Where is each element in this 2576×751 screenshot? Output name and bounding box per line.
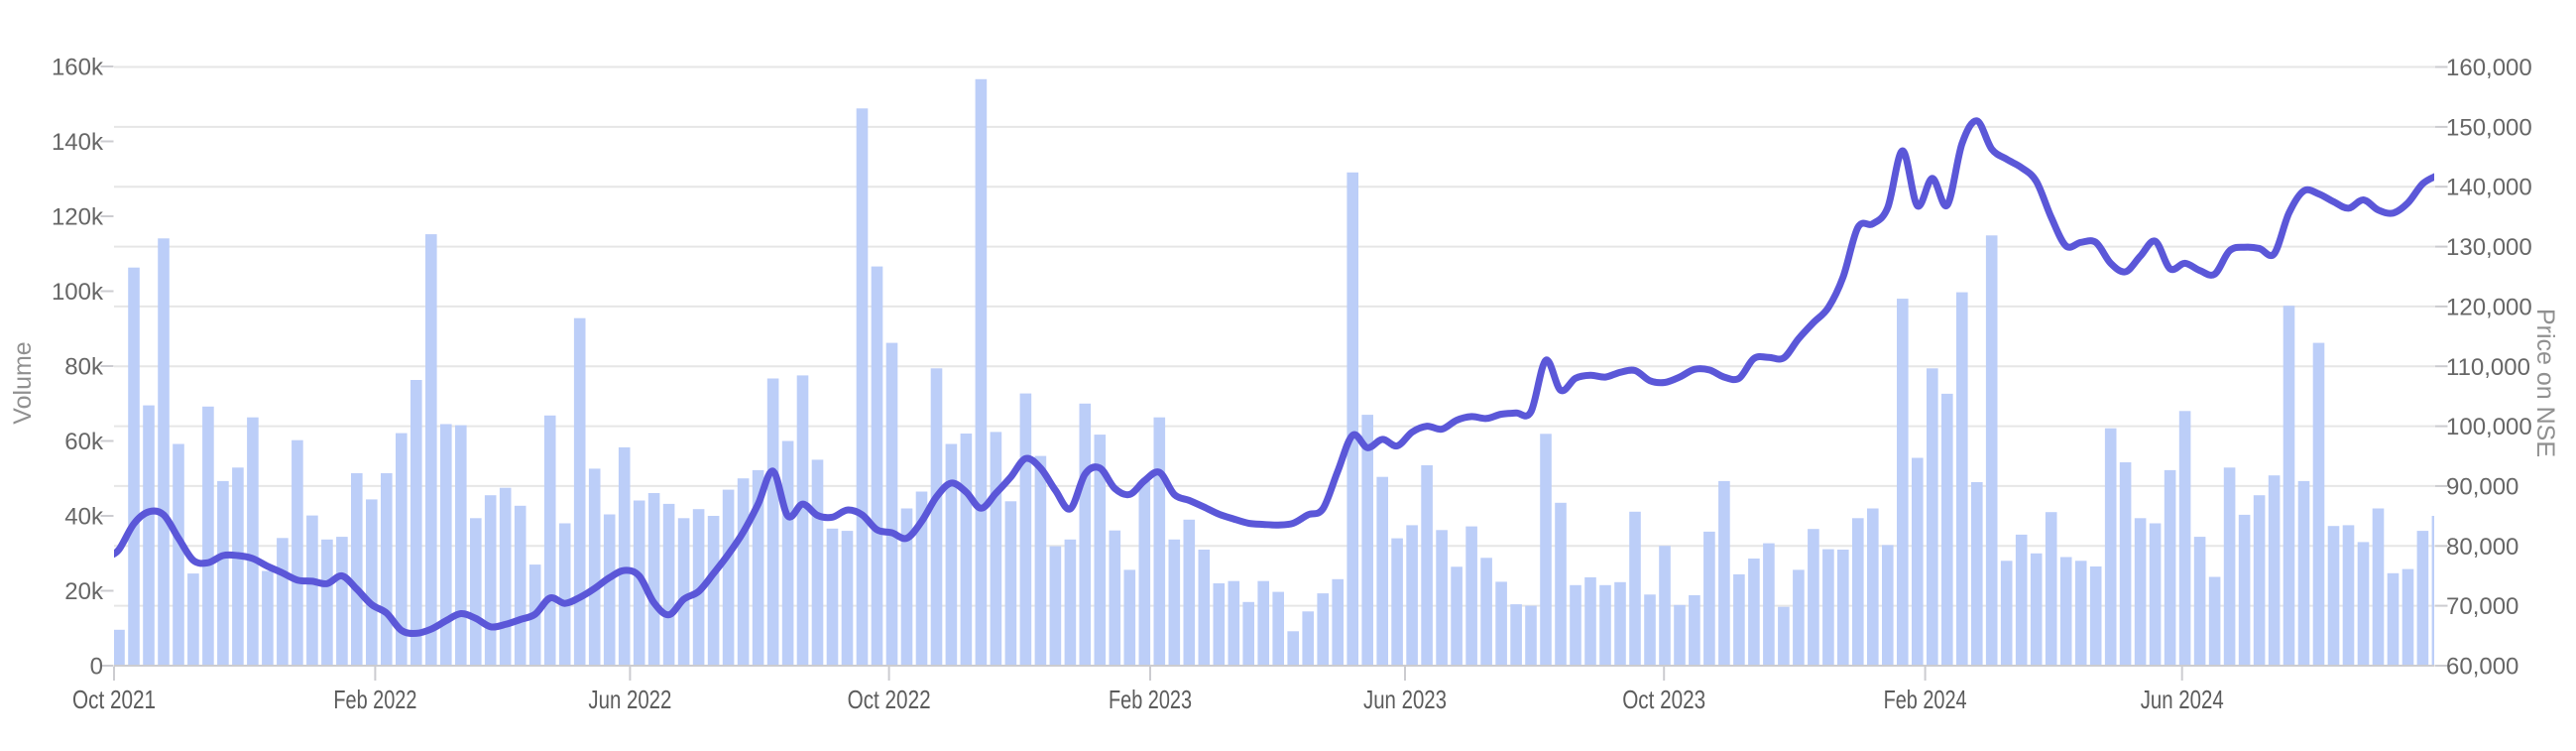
svg-text:80k: 80k: [64, 354, 104, 381]
svg-text:Feb 2023: Feb 2023: [1109, 685, 1192, 714]
svg-text:150,000: 150,000: [2446, 114, 2532, 141]
svg-text:40k: 40k: [64, 504, 104, 531]
svg-text:Oct 2022: Oct 2022: [848, 685, 931, 714]
svg-text:100,000: 100,000: [2446, 414, 2532, 440]
svg-text:120,000: 120,000: [2446, 294, 2532, 320]
svg-text:Oct 2023: Oct 2023: [1622, 685, 1705, 714]
svg-text:160,000: 160,000: [2446, 55, 2532, 81]
svg-text:120k: 120k: [52, 204, 104, 231]
svg-text:Oct 2021: Oct 2021: [72, 685, 156, 714]
svg-text:100k: 100k: [52, 279, 104, 306]
svg-text:90,000: 90,000: [2446, 473, 2518, 500]
svg-text:0: 0: [90, 654, 103, 681]
svg-text:110,000: 110,000: [2446, 354, 2530, 381]
svg-text:60k: 60k: [64, 429, 104, 455]
svg-text:Feb 2022: Feb 2022: [333, 685, 416, 714]
svg-text:20k: 20k: [64, 578, 104, 605]
svg-text:Volume: Volume: [9, 341, 37, 424]
svg-text:130,000: 130,000: [2446, 234, 2532, 261]
svg-text:Jun 2022: Jun 2022: [588, 685, 671, 714]
svg-text:140,000: 140,000: [2446, 175, 2532, 201]
svg-text:80,000: 80,000: [2446, 534, 2518, 561]
svg-text:Jun 2023: Jun 2023: [1363, 685, 1447, 714]
svg-text:140k: 140k: [52, 129, 104, 156]
svg-text:70,000: 70,000: [2446, 593, 2518, 620]
svg-text:Feb 2024: Feb 2024: [1884, 685, 1967, 714]
svg-text:Price on NSE: Price on NSE: [2531, 309, 2559, 457]
svg-text:Jun 2024: Jun 2024: [2141, 685, 2224, 714]
svg-text:60,000: 60,000: [2446, 654, 2518, 681]
svg-text:160k: 160k: [52, 55, 104, 81]
